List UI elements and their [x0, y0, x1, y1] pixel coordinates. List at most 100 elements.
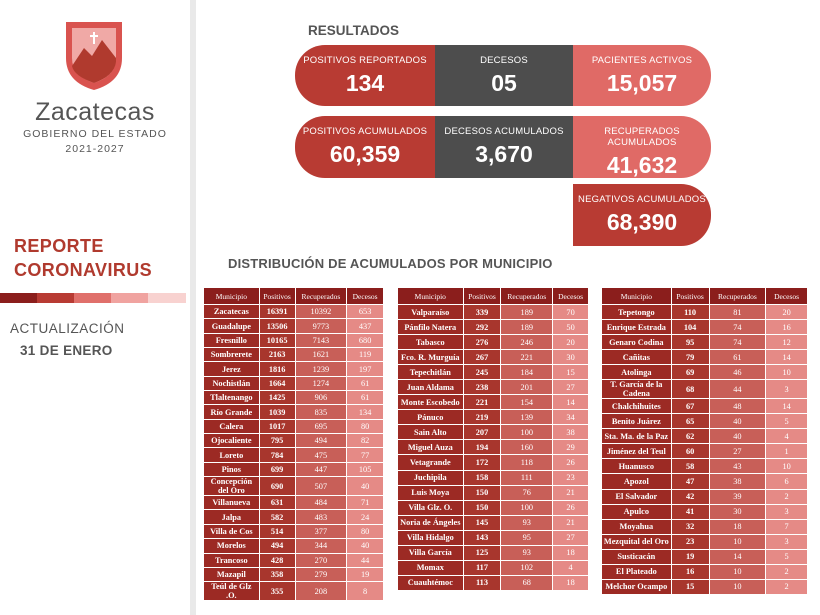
cell-positivos: 42: [670, 488, 710, 505]
cell-recuperados: 100: [500, 424, 554, 441]
cell-positivos: 355: [258, 581, 296, 602]
cell-municipio: Apozol: [601, 473, 672, 490]
cell-recuperados: 48: [708, 398, 767, 415]
cell-recuperados: 447: [294, 461, 348, 478]
cell-municipio: Ojocaliente: [203, 433, 260, 449]
table-row: Loreto 784 475 77: [203, 447, 384, 463]
cell-municipio: Juchipila: [397, 469, 464, 486]
card-label: DECESOS ACUMULADOS: [444, 126, 564, 137]
cell-decesos: 40: [346, 538, 384, 554]
cell-recuperados: 344: [294, 538, 348, 554]
cell-municipio: Juan Aldama: [397, 379, 464, 396]
cell-decesos: 105: [346, 461, 384, 478]
color-stripe: [148, 293, 186, 303]
cell-decesos: 80: [346, 418, 384, 435]
cell-recuperados: 14: [708, 548, 767, 565]
cell-recuperados: 46: [708, 364, 767, 381]
header-decesos: Decesos: [765, 287, 808, 305]
cell-positivos: 150: [462, 499, 502, 516]
cell-municipio: Teúl de Glz .O.: [203, 581, 260, 602]
cell-decesos: 34: [552, 409, 589, 426]
color-stripe: [0, 293, 37, 303]
cell-positivos: 113: [462, 574, 502, 591]
table-row: Apozol 47 38 6: [601, 473, 808, 490]
header-positivos: Positivos: [258, 287, 296, 305]
cell-recuperados: 111: [500, 469, 554, 486]
cell-recuperados: 10: [708, 578, 767, 595]
table-row: Jerez 1816 1239 197: [203, 361, 384, 377]
table-row: Valparaíso 339 189 70: [397, 303, 589, 321]
cell-recuperados: 10: [708, 563, 767, 580]
cell-positivos: 514: [258, 523, 296, 540]
table-row: Calera 1017 695 80: [203, 418, 384, 435]
table-row: Villa Glz. O. 150 100 26: [397, 499, 589, 516]
cell-positivos: 358: [258, 566, 296, 583]
cell-recuperados: 40: [708, 413, 767, 430]
report-title-line2: CORONAVIRUS: [14, 260, 153, 280]
cell-municipio: Jalpa: [203, 509, 260, 525]
cell-municipio: Sombrerete: [203, 347, 260, 363]
table-row: Concepción del Oro 690 507 40: [203, 476, 384, 497]
cell-decesos: 19: [346, 566, 384, 583]
cell-municipio: Cañitas: [601, 349, 672, 366]
cell-decesos: 680: [346, 332, 384, 349]
cell-positivos: 631: [258, 495, 296, 511]
cell-recuperados: 184: [500, 364, 554, 381]
table-row: Ojocaliente 795 494 82: [203, 433, 384, 449]
cell-recuperados: 208: [294, 581, 348, 602]
cell-municipio: Benito Juárez: [601, 413, 672, 430]
zacatecas-shield-logo: [66, 22, 122, 90]
cell-positivos: 699: [258, 461, 296, 478]
table-row: Momax 117 102 4: [397, 559, 589, 576]
cell-decesos: 38: [552, 424, 589, 441]
cell-recuperados: 9773: [294, 318, 348, 334]
cell-recuperados: 81: [708, 303, 767, 321]
cell-positivos: 47: [670, 473, 710, 490]
cell-positivos: 784: [258, 447, 296, 463]
cell-positivos: 62: [670, 428, 710, 445]
cell-positivos: 2163: [258, 347, 296, 363]
cell-municipio: El Plateado: [601, 563, 672, 580]
cell-municipio: Río Grande: [203, 404, 260, 420]
cell-positivos: 110: [670, 303, 710, 321]
table-row: Huanusco 58 43 10: [601, 458, 808, 475]
cell-decesos: 26: [552, 499, 589, 516]
cell-decesos: 14: [765, 349, 808, 366]
cell-municipio: Luis Moya: [397, 484, 464, 501]
cell-recuperados: 38: [708, 473, 767, 490]
cell-decesos: 5: [765, 413, 808, 430]
cell-recuperados: 18: [708, 518, 767, 535]
brand-name: Zacatecas: [35, 98, 155, 126]
cell-positivos: 32: [670, 518, 710, 535]
cell-positivos: 221: [462, 394, 502, 411]
cell-municipio: Villa de Cos: [203, 523, 260, 540]
cell-municipio: Sta. Ma. de la Paz: [601, 428, 672, 445]
cell-recuperados: 10: [708, 533, 767, 550]
cell-municipio: Enrique Estrada: [601, 319, 672, 336]
table-row: Mazapil 358 279 19: [203, 566, 384, 583]
municipio-table-1: Municipio Positivos Recuperados Decesos …: [203, 287, 384, 602]
cell-decesos: 18: [552, 574, 589, 591]
table-row: Benito Juárez 65 40 5: [601, 413, 808, 430]
cell-municipio: Mezquital del Oro: [601, 533, 672, 550]
cell-municipio: Loreto: [203, 447, 260, 463]
cell-decesos: 197: [346, 361, 384, 377]
cell-municipio: Susticacán: [601, 548, 672, 565]
cell-recuperados: 68: [500, 574, 554, 591]
municipio-table-3: Municipio Positivos Recuperados Decesos …: [601, 287, 808, 595]
cell-decesos: 10: [765, 458, 808, 475]
cell-recuperados: 43: [708, 458, 767, 475]
cell-municipio: Apulco: [601, 503, 672, 520]
table-row: Jalpa 582 483 24: [203, 509, 384, 525]
cell-recuperados: 30: [708, 503, 767, 520]
cell-municipio: Genaro Codina: [601, 334, 672, 351]
card-positivos-acumulados: POSITIVOS ACUMULADOS 60,359: [295, 116, 435, 178]
table-row: Monte Escobedo 221 154 14: [397, 394, 589, 411]
cell-decesos: 50: [552, 319, 589, 336]
cell-positivos: 1816: [258, 361, 296, 377]
cell-positivos: 125: [462, 544, 502, 561]
cell-recuperados: 906: [294, 390, 348, 406]
cell-decesos: 14: [552, 394, 589, 411]
cell-recuperados: 76: [500, 484, 554, 501]
card-label: NEGATIVOS ACUMULADOS: [578, 194, 706, 205]
